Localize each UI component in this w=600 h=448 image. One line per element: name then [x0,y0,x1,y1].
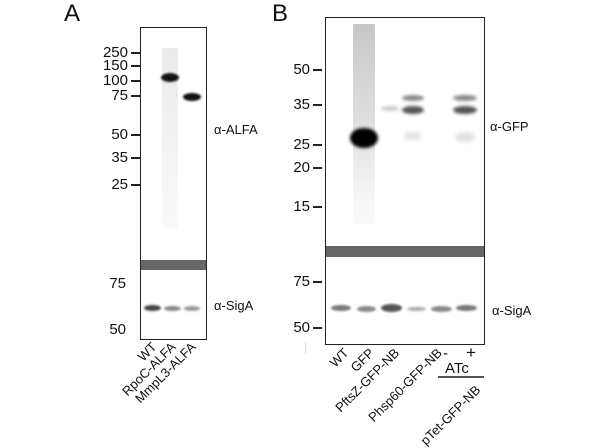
mw-marker-75-siga: 75 [109,276,126,291]
mw-marker-75-b-siga: 75 [293,274,322,289]
tick-mark [313,327,322,329]
mw-marker-50-b: 50 [293,62,322,77]
siga-band-pftsz [381,304,402,312]
mw-label: 100 [102,72,128,89]
mw-label: 50 [293,319,310,336]
mw-label: 35 [293,96,310,113]
panel-a-blot [140,27,207,340]
mw-marker-20-b: 20 [293,160,322,175]
mw-marker-15-b: 15 [293,199,322,214]
siga-band-mmpl3 [184,306,200,311]
mw-label: 75 [111,87,128,104]
lane-label-ptet-gfp-nb: pTet-GFP-NB [417,382,484,448]
artifact-mark [305,342,306,354]
mw-label: 50 [111,126,128,143]
mw-label: 75 [109,275,126,292]
pftsz-faint-band [381,106,399,111]
mw-marker-35-b: 35 [293,97,322,112]
antibody-label-alfa: α-ALFA [214,122,258,137]
tick-mark [313,167,322,169]
atc-label: ATc [445,360,469,377]
tick-mark [131,52,140,54]
rpoc-smear [162,48,178,228]
mw-marker-100: 100 [103,73,140,88]
gfp-smear [353,24,375,224]
siga-band-phsp60 [407,307,426,311]
siga-band-rpoc [164,306,181,311]
tick-mark [131,80,140,82]
mw-marker-50-b-siga: 50 [293,320,322,335]
ptet-atc-plus-band-lower [453,106,477,114]
atc-minus: - [443,345,448,362]
mw-label: 35 [111,149,128,166]
blot-separator [326,246,484,257]
tick-mark [131,95,140,97]
tick-mark [131,134,140,136]
mw-marker-250: 250 [103,45,140,60]
antibody-label-gfp: α-GFP [490,119,529,134]
mw-label: 20 [293,159,310,176]
mw-marker-25-b: 25 [293,137,322,152]
panel-a-letter: A [64,0,81,27]
tick-mark [313,206,322,208]
mw-label: 50 [293,61,310,78]
mw-marker-35: 35 [111,150,140,165]
mw-label: 250 [102,44,128,61]
rpoc-alfa-band [161,73,179,82]
mw-marker-25: 25 [111,177,140,192]
tick-mark [313,144,322,146]
tick-mark [313,281,322,283]
gfp-band [350,128,378,148]
phsp60-band-lower [402,106,424,114]
phsp60-band-upper [402,95,424,101]
blot-separator [141,260,206,270]
tick-mark [313,104,322,106]
tick-mark [313,69,322,71]
tick-mark [131,184,140,186]
panel-b-letter: B [272,0,289,27]
mw-label: 25 [293,136,310,153]
siga-band-ptet-plus [456,305,477,311]
siga-band-wt [331,305,351,311]
mw-label: 75 [293,273,310,290]
ptet-faint-band [455,132,475,142]
tick-mark [131,157,140,159]
mw-label: 50 [109,321,126,338]
mw-label: 15 [293,198,310,215]
mmpl3-alfa-band [183,93,201,101]
mw-label: 25 [111,176,128,193]
mw-marker-50-siga: 50 [109,322,126,337]
siga-band-ptet-minus [431,306,452,312]
mw-marker-150: 150 [103,58,140,73]
siga-band-gfp [357,306,376,312]
mw-marker-50: 50 [111,127,140,142]
antibody-label-siga-b: α-SigA [492,303,532,318]
atc-underline [438,376,484,378]
phsp60-faint-band [404,132,422,140]
ptet-atc-plus-band-upper [453,95,477,101]
antibody-label-siga-a: α-SigA [214,298,254,313]
siga-band-wt [144,305,161,311]
mw-marker-75: 75 [111,88,140,103]
lane-label-wt-b: WT [326,345,352,371]
tick-mark [131,65,140,67]
panel-b-blot [325,17,485,345]
mw-label: 150 [102,57,128,74]
atc-plus: + [466,343,476,362]
